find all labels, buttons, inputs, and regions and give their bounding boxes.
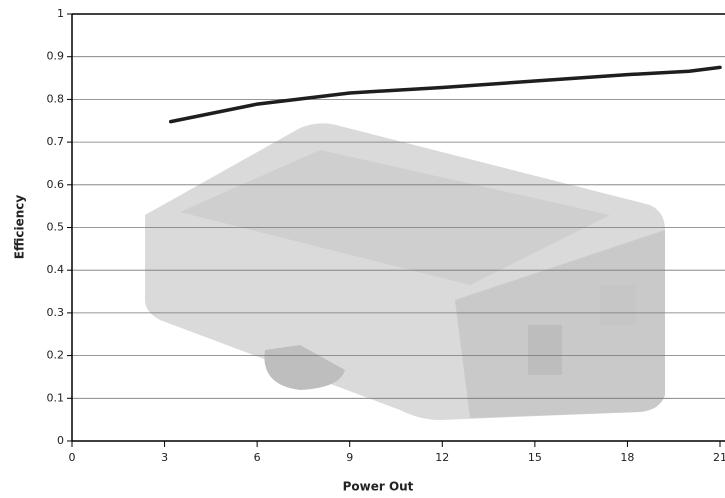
- data-line: [171, 67, 720, 121]
- x-tick-label: 9: [346, 451, 353, 464]
- chart: Power Out Efficiency 0 0.1 0.2 0.3 0.4 0.5 0.6…: [0, 0, 725, 498]
- y-tick-label: 0.7: [47, 135, 65, 148]
- y-tick-label: 0.8: [47, 92, 65, 105]
- x-tick-label: 21: [713, 451, 725, 464]
- y-tick-label: 0.9: [47, 50, 65, 63]
- y-tick-label: 0.6: [47, 178, 65, 191]
- x-axis-title: Power Out: [343, 480, 414, 494]
- x-tick-label: 0: [69, 451, 76, 464]
- x-tick-label: 12: [435, 451, 449, 464]
- y-tick-label: 0.5: [47, 221, 65, 234]
- x-tick-label: 6: [254, 451, 261, 464]
- page: Power Out Efficiency 0 0.1 0.2 0.3 0.4 0.5 0.6…: [0, 0, 725, 498]
- y-axis-title: Efficiency: [13, 195, 27, 260]
- y-tick-label: 0.4: [47, 263, 65, 276]
- x-tick-label: 3: [161, 451, 168, 464]
- y-tick-label: 1: [57, 7, 64, 20]
- y-tick-label: 0.3: [47, 306, 65, 319]
- background-photo: [145, 123, 665, 420]
- y-tick-label: 0.2: [47, 349, 65, 362]
- x-tick-label: 15: [528, 451, 542, 464]
- y-tick-label: 0.1: [47, 391, 65, 404]
- x-tick-label: 18: [620, 451, 634, 464]
- y-tick-label: 0: [57, 434, 64, 447]
